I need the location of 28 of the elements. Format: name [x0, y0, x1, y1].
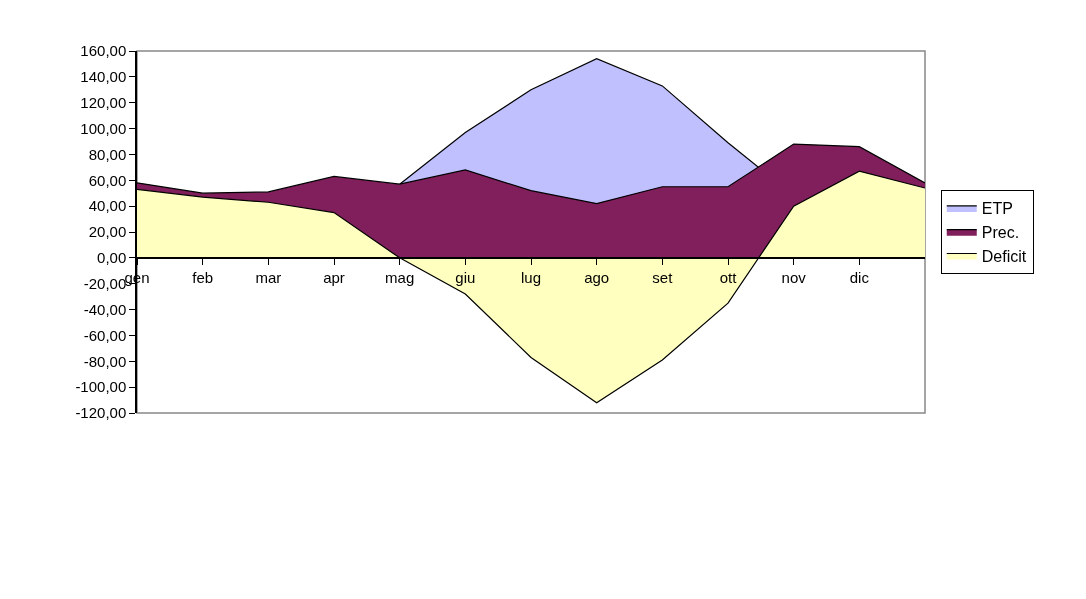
x-tick-label: apr: [323, 268, 345, 286]
x-tick-label: feb: [192, 268, 214, 286]
legend-label: Prec.: [981, 223, 1020, 241]
x-tick-label: set: [652, 268, 674, 286]
y-tick-label: -80,00: [83, 352, 127, 370]
x-tick-label: nov: [781, 268, 807, 286]
x-tick-label: dic: [849, 268, 870, 286]
x-tick-label: ott: [719, 268, 738, 286]
y-tick-label: 0,00: [97, 249, 127, 267]
legend-label: Deficit: [981, 247, 1027, 265]
x-tick-label: giu: [455, 268, 476, 286]
y-tick-label: 20,00: [88, 223, 127, 241]
y-tick-label: 140,00: [80, 68, 127, 86]
y-tick-label: -100,00: [75, 378, 127, 396]
y-tick-label: 80,00: [88, 145, 127, 163]
legend-label: ETP: [981, 200, 1013, 218]
y-tick-label: -40,00: [83, 300, 127, 318]
y-tick-label: 40,00: [88, 197, 127, 215]
y-tick-label: 100,00: [80, 119, 127, 137]
x-tick-label: lug: [520, 268, 542, 286]
y-tick-label: 120,00: [80, 93, 127, 111]
x-tick-label: mar: [255, 268, 282, 286]
y-tick-label: -60,00: [83, 326, 127, 344]
y-tick-label: -120,00: [75, 404, 127, 422]
x-tick-label: ago: [584, 268, 610, 286]
x-tick-label: mag: [385, 268, 415, 286]
y-tick-label: 160,00: [80, 42, 127, 60]
y-tick-label: 60,00: [88, 171, 127, 189]
